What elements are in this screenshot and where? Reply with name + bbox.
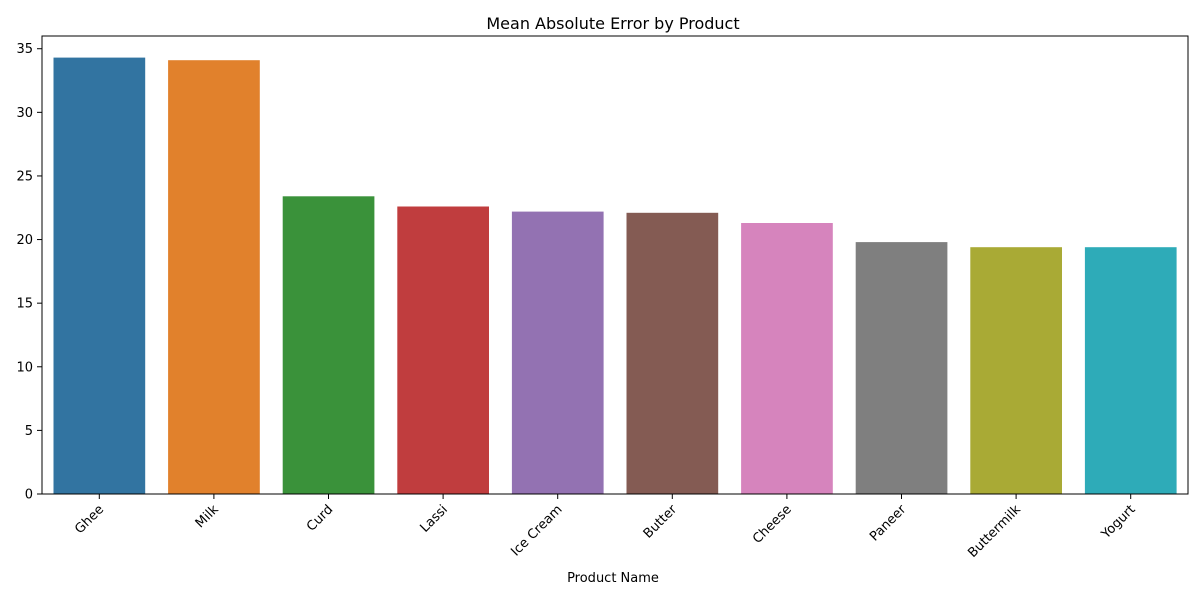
bar-milk — [168, 60, 260, 494]
plot-area: 0 5 10 15 20 25 30 35 Ghee Milk Curd Lassi Ice Cream… — [16, 35, 1189, 561]
bar-curd — [282, 196, 375, 495]
bar-cheese — [741, 223, 833, 494]
bar-yogurt — [1084, 247, 1177, 494]
x-axis-label: Product Name — [567, 571, 659, 586]
x-tick-label: Ice Cream — [508, 502, 565, 559]
y-tick-label: 25 — [16, 169, 33, 184]
x-tick-label: Lassi — [417, 502, 450, 535]
y-tick-label: 20 — [16, 233, 33, 248]
y-tick-label: 30 — [16, 106, 33, 121]
x-tick-label: Butter — [641, 502, 681, 542]
y-tick-label: 0 — [25, 488, 33, 503]
axes-frame — [41, 35, 1189, 495]
bar-butter — [626, 212, 719, 495]
y-tick-label: 35 — [16, 42, 33, 57]
x-tick-label: Ghee — [72, 502, 107, 537]
bar-lassi — [397, 206, 489, 494]
y-tick-label: 15 — [16, 297, 33, 312]
bar-ice-cream — [511, 211, 604, 494]
x-tick-label: Yogurt — [1098, 502, 1138, 542]
x-tick-label: Cheese — [750, 502, 795, 547]
x-tick-label: Milk — [193, 502, 222, 531]
bar-ghee — [53, 57, 146, 494]
chart-title: Mean Absolute Error by Product — [486, 14, 739, 33]
x-tick-label: Buttermilk — [965, 502, 1024, 561]
bar-buttermilk — [970, 247, 1062, 494]
y-tick-label: 10 — [16, 360, 33, 375]
x-tick-label: Curd — [304, 502, 336, 534]
bar-paneer — [855, 242, 948, 494]
x-tick-label: Paneer — [867, 502, 910, 545]
y-tick-label: 5 — [25, 424, 33, 439]
